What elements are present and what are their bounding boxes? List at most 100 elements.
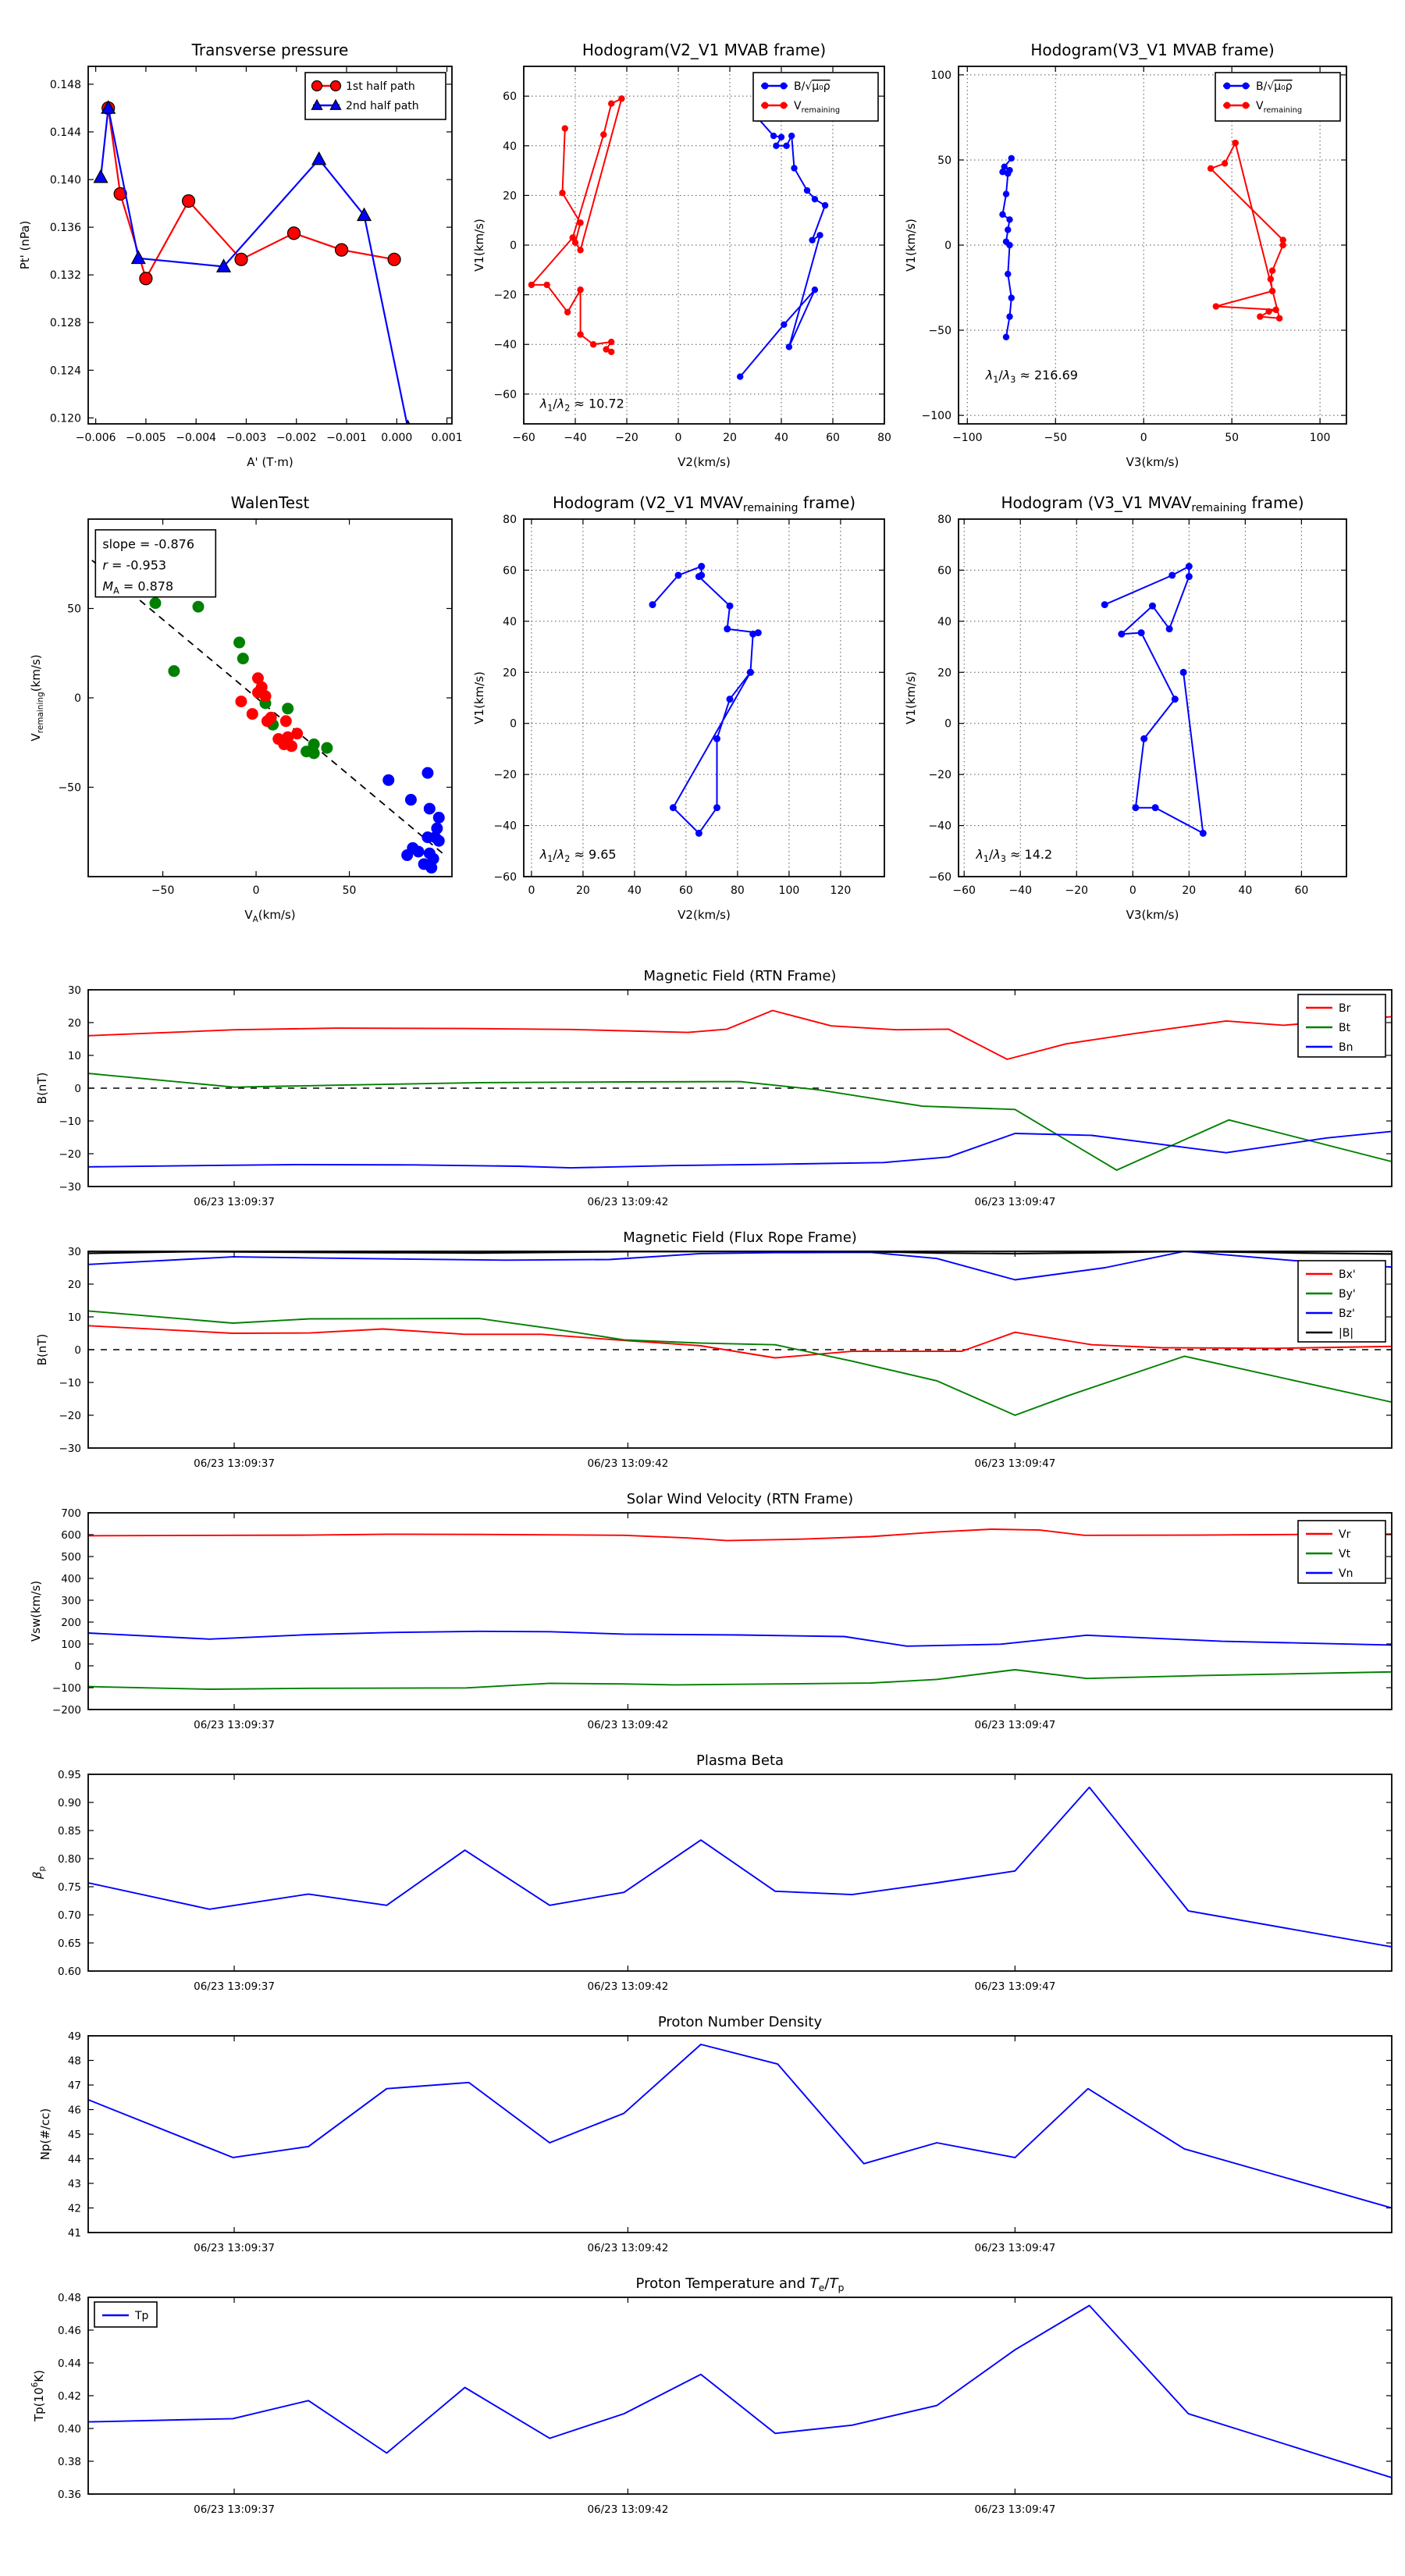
y-tick-label: 30 <box>68 1246 81 1258</box>
dot-marker <box>321 742 333 754</box>
axes-frame <box>958 518 1347 877</box>
dot-marker <box>761 101 769 109</box>
plot-proton-number-density: 06/23 13:09:37 06/23 13:09:42 06/23 13:09:… <box>38 2014 1393 2254</box>
y-tick-label: 46 <box>68 2105 81 2117</box>
triangle-marker <box>101 100 116 114</box>
y-tick-label: 0.120 <box>50 412 81 425</box>
dot-marker <box>237 653 249 665</box>
y-tick-label: 0.70 <box>58 1909 81 1922</box>
y-tick-label: −30 <box>59 1443 82 1455</box>
series-by-prime <box>88 1310 1392 1416</box>
x-tick-label: 100 <box>779 884 800 897</box>
magnetic-field-rtn-title: Magnetic Field (RTN Frame) <box>644 968 837 984</box>
y-tick-label: 0.36 <box>58 2489 81 2501</box>
legend-label: By' <box>1339 1288 1356 1300</box>
x-tick-label: −40 <box>564 432 587 444</box>
y-tick-label: −20 <box>928 769 951 781</box>
dot-marker <box>1223 101 1231 109</box>
y-tick-label: −20 <box>493 290 517 302</box>
x-tick-label: 100 <box>1310 432 1331 444</box>
y-tick-label: 0.124 <box>50 365 81 377</box>
y-tick-label: −60 <box>493 871 517 884</box>
plot-solar-wind-velocity-rtn: 06/23 13:09:37 06/23 13:09:42 06/23 13:09:… <box>29 1491 1393 1731</box>
series-vt <box>88 1669 1392 1690</box>
dot-marker <box>1272 306 1279 314</box>
x-tick-label: −0.006 <box>76 432 116 444</box>
series-bt <box>88 1073 1392 1171</box>
dot-marker <box>746 668 754 676</box>
y-tick-label: −20 <box>59 1410 82 1422</box>
y-tick-label: 0.75 <box>58 1881 81 1894</box>
hodogram-v3v1-mvav-ylabel: V1(km/s) <box>904 671 918 724</box>
dot-marker <box>761 82 769 90</box>
annotation: λ1​/λ3​ ≈ 216.69 <box>985 368 1078 385</box>
x-tick-label: 0.000 <box>381 432 412 444</box>
x-tick-label: 06/23 13:09:42 <box>587 2242 668 2254</box>
y-tick-label: 0 <box>74 692 81 705</box>
y-tick-label: 30 <box>68 984 81 997</box>
y-tick-label: 0.85 <box>58 1825 81 1838</box>
dot-marker <box>571 239 579 247</box>
hodogram-v2v1-mvab-title: Hodogram(V2_V1 MVAB frame) <box>582 41 826 59</box>
dot-marker <box>1279 241 1286 249</box>
x-tick-label: 06/23 13:09:37 <box>194 2242 275 2254</box>
dot-marker <box>569 234 576 241</box>
y-tick-label: 50 <box>67 603 81 616</box>
dot-marker <box>785 343 793 350</box>
dot-marker <box>235 696 247 708</box>
y-tick-label: 45 <box>68 2129 81 2141</box>
dot-marker <box>600 131 607 138</box>
dot-marker <box>1185 573 1193 581</box>
x-tick-label: −40 <box>1008 884 1032 897</box>
dot-marker <box>308 747 320 760</box>
y-tick-label: 80 <box>503 514 517 526</box>
dot-marker <box>1005 170 1012 177</box>
dot-marker <box>803 187 811 194</box>
legend-box-hodogram-v2v1-mvab <box>752 72 879 122</box>
dot-marker <box>811 286 819 294</box>
legend-label: Vr <box>1339 1528 1351 1541</box>
dot-marker <box>1006 313 1013 320</box>
dot-marker <box>423 802 436 815</box>
dot-marker <box>291 728 304 740</box>
dot-marker <box>564 308 571 316</box>
y-tick-label: 49 <box>68 2030 81 2043</box>
dot-marker <box>192 600 205 613</box>
series-vr <box>88 1528 1392 1542</box>
dot-marker <box>404 794 417 806</box>
dot-marker <box>272 733 285 745</box>
dot-marker <box>1008 155 1015 162</box>
dot-marker <box>674 571 682 579</box>
dot-marker <box>608 338 615 346</box>
y-tick-label: 0 <box>944 240 951 252</box>
legend-label: 1st half path <box>346 80 415 93</box>
dot-marker <box>809 237 816 244</box>
dot-marker <box>528 281 535 289</box>
y-tick-label: −60 <box>493 389 517 401</box>
y-tick-label: 20 <box>68 1279 81 1291</box>
triangle-marker <box>329 98 342 110</box>
x-tick-label: −60 <box>512 432 535 444</box>
dot-marker <box>669 804 677 812</box>
x-tick-label: 06/23 13:09:37 <box>194 1196 275 1208</box>
y-tick-label: 48 <box>68 2055 81 2068</box>
dot-marker <box>724 625 731 633</box>
series-br <box>88 1009 1392 1060</box>
plot-hodogram-v2v1-mvav: 0 20 40 60 80 100 120 −60 −40 −20 0 20 40 60 80 Hodogra… <box>472 493 885 922</box>
x-tick-label: −100 <box>952 432 982 444</box>
x-tick-label: 60 <box>679 884 693 897</box>
dot-marker <box>821 201 829 209</box>
proton-number-density-title: Proton Number Density <box>658 2014 823 2030</box>
y-tick-label: 41 <box>68 2227 81 2240</box>
plot-magnetic-field-rtn: 06/23 13:09:37 06/23 13:09:42 06/23 13:09:… <box>35 968 1393 1208</box>
dot-marker <box>577 331 584 338</box>
axes-frame <box>523 518 885 877</box>
series-bz-prime <box>88 1251 1392 1281</box>
x-tick-label: 06/23 13:09:47 <box>974 1719 1055 1731</box>
y-tick-label: 60 <box>503 564 517 577</box>
x-tick-label: 06/23 13:09:37 <box>194 2503 275 2516</box>
y-tick-label: −40 <box>493 820 517 833</box>
legend-label: 2nd half path <box>346 100 419 112</box>
y-tick-label: 0.90 <box>58 1797 81 1809</box>
dot-marker <box>608 348 615 355</box>
